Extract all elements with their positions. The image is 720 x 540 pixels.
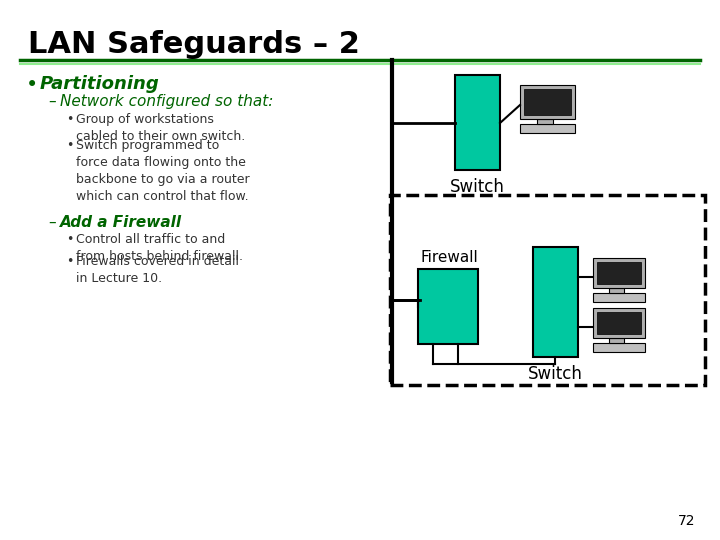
Text: •: • xyxy=(66,233,73,246)
Bar xyxy=(533,247,578,357)
Bar xyxy=(608,338,624,343)
Text: LAN Safeguards – 2: LAN Safeguards – 2 xyxy=(28,30,360,59)
Text: Switch: Switch xyxy=(449,178,505,196)
Text: 72: 72 xyxy=(678,514,695,528)
Text: •: • xyxy=(66,113,73,126)
Text: •: • xyxy=(26,75,38,95)
Bar xyxy=(593,343,645,352)
Text: Group of workstations
cabled to their own switch.: Group of workstations cabled to their ow… xyxy=(76,113,246,143)
Text: Network configured so that:: Network configured so that: xyxy=(60,94,274,109)
Text: Firewalls covered in detail
in Lecture 10.: Firewalls covered in detail in Lecture 1… xyxy=(76,255,239,285)
Text: Switch: Switch xyxy=(528,365,582,383)
Bar xyxy=(593,308,645,338)
Text: •: • xyxy=(66,139,73,152)
Text: Switch programmed to
force data flowing onto the
backbone to go via a router
whi: Switch programmed to force data flowing … xyxy=(76,139,250,203)
Bar xyxy=(597,312,641,334)
Text: –: – xyxy=(48,94,55,109)
Text: Control all traffic to and
from hosts behind firewall.: Control all traffic to and from hosts be… xyxy=(76,233,243,263)
Bar xyxy=(520,85,575,119)
Bar xyxy=(390,195,705,385)
Bar xyxy=(455,75,500,170)
Bar xyxy=(597,262,641,284)
Text: Add a Firewall: Add a Firewall xyxy=(60,215,182,230)
Text: Partitioning: Partitioning xyxy=(40,75,160,93)
Text: •: • xyxy=(66,255,73,268)
Bar xyxy=(524,89,571,115)
Bar xyxy=(593,258,645,288)
Bar xyxy=(536,119,553,124)
Bar xyxy=(520,124,575,133)
Bar xyxy=(418,269,478,344)
Bar xyxy=(593,293,645,302)
Text: –: – xyxy=(48,215,55,230)
Text: Firewall: Firewall xyxy=(420,250,478,265)
Bar xyxy=(608,288,624,293)
